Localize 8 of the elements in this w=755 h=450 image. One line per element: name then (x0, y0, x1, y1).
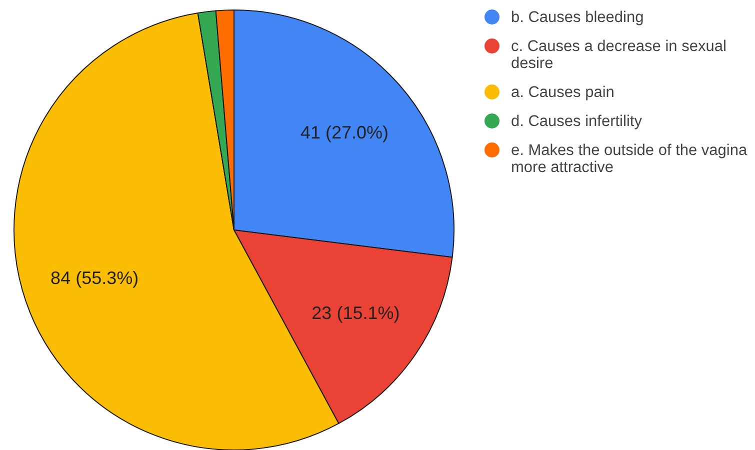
data-label: 41 (27.0%) (300, 122, 389, 142)
data-label: 23 (15.1%) (312, 303, 400, 324)
legend-label: e. Makes the outside of the vagina more attractive (511, 142, 748, 176)
legend-label: c. Causes a decrease in sexual desire (511, 38, 726, 72)
data-label: 84 (55.3%) (50, 268, 139, 288)
legend-label: a. Causes pain (511, 84, 614, 100)
legend-label: b. Causes bleeding (511, 8, 644, 26)
legend-label: d. Causes infertility (511, 112, 642, 130)
